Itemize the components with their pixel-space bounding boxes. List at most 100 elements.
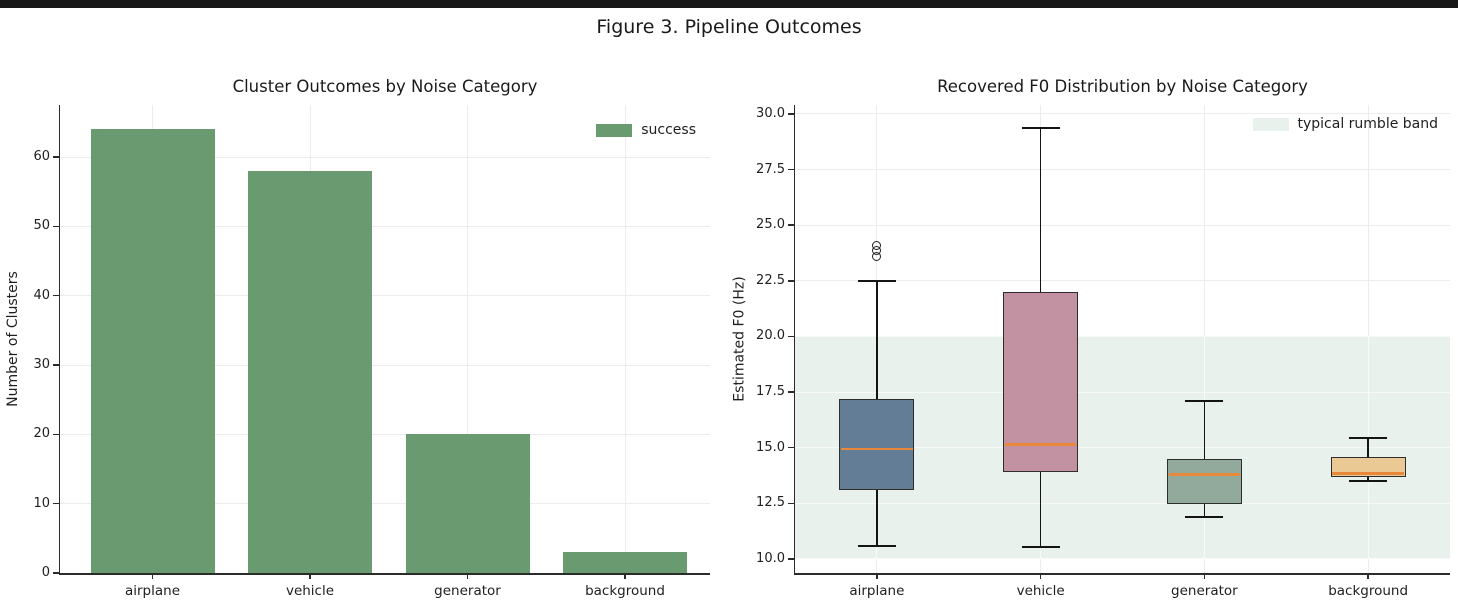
x-tick-label: airplane <box>124 583 181 599</box>
whisker-upper-airplane <box>876 280 878 399</box>
y-tick <box>53 156 59 158</box>
box-airplane <box>839 398 915 490</box>
y-gridline <box>60 364 710 366</box>
bar-chart-plot-area: success 0 10 20 30 40 50 60 airplane vehicle gene… <box>33 105 710 599</box>
y-axis-spine <box>793 105 795 575</box>
x-tick <box>1203 574 1206 579</box>
y-tick-label: 30.0 <box>756 105 785 121</box>
whisker-lower-vehicle <box>1039 472 1042 547</box>
y-gridline <box>795 169 1450 171</box>
y-gridline <box>795 280 1450 282</box>
x-tick <box>1367 574 1369 579</box>
y-tick-label: 10.0 <box>756 550 785 566</box>
box-background <box>1330 456 1406 477</box>
box-generator <box>1166 458 1242 505</box>
x-tick <box>151 574 154 579</box>
bar-generator <box>405 434 530 573</box>
y-tick <box>788 224 794 226</box>
whisker-lower-background <box>1367 476 1369 482</box>
y-gridline <box>60 503 710 505</box>
y-gridline <box>795 502 1450 504</box>
y-tick <box>788 168 794 171</box>
y-gridline <box>795 224 1450 226</box>
y-tick-label: 10 <box>33 495 50 511</box>
whisker-upper-background <box>1367 437 1369 457</box>
x-tick-label: airplane <box>849 583 905 599</box>
x-gridline <box>467 105 468 573</box>
y-axis-spine <box>58 105 60 575</box>
y-tick <box>53 502 59 505</box>
x-tick-label: background <box>1328 583 1409 599</box>
bar-background <box>563 552 687 573</box>
x-axis-spine <box>58 573 710 575</box>
legend-swatch-success <box>596 123 633 137</box>
median-line-background <box>1332 472 1404 475</box>
y-gridline <box>795 558 1450 560</box>
y-tick-label: 12.5 <box>756 495 785 511</box>
y-tick <box>788 558 794 560</box>
outlier-point-airplane <box>872 240 882 250</box>
x-tick <box>466 574 469 579</box>
whisker-lower-airplane <box>876 489 878 546</box>
x-tick-label: generator <box>434 583 501 599</box>
box-vehicle <box>1003 291 1079 473</box>
median-line-vehicle <box>1004 443 1077 446</box>
y-tick <box>53 225 59 228</box>
legend-swatch-rumble-band <box>1252 117 1289 131</box>
whisker-lower-generator <box>1203 504 1206 517</box>
y-gridline <box>60 433 710 435</box>
whisker-upper-generator <box>1203 400 1206 459</box>
y-gridline <box>795 447 1450 449</box>
median-line-airplane <box>841 447 913 451</box>
bar-chart-legend: success <box>596 122 696 138</box>
y-tick-label: 22.5 <box>756 272 785 288</box>
y-tick-label: 17.5 <box>756 384 785 400</box>
y-tick <box>53 572 59 574</box>
bar-vehicle <box>248 170 372 573</box>
whisker-cap-low-airplane <box>857 544 896 547</box>
x-gridline <box>876 558 878 573</box>
y-tick-label: 25.0 <box>756 217 785 233</box>
x-tick-label: generator <box>1171 583 1238 599</box>
x-tick-label: vehicle <box>285 583 335 599</box>
whisker-cap-low-background <box>1349 480 1388 482</box>
whisker-cap-high-background <box>1349 436 1388 439</box>
x-tick <box>1039 574 1042 579</box>
x-tick-label: vehicle <box>1016 583 1065 599</box>
y-tick <box>788 446 794 449</box>
figure-title: Figure 3. Pipeline Outcomes <box>596 16 862 38</box>
x-tick <box>309 574 311 579</box>
whisker-cap-high-vehicle <box>1021 127 1060 130</box>
y-tick-label: 15.0 <box>756 439 785 455</box>
boxplot-title: Recovered F0 Distribution by Noise Categ… <box>937 77 1308 96</box>
x-gridline <box>876 105 878 337</box>
y-tick <box>788 113 794 115</box>
y-tick <box>788 502 794 505</box>
y-tick-label: 40 <box>33 287 50 303</box>
y-tick <box>53 294 59 297</box>
legend-label-rumble-band: typical rumble band <box>1297 116 1439 132</box>
x-gridline <box>1367 558 1369 573</box>
y-tick-label: 0 <box>41 565 50 580</box>
y-gridline <box>60 225 710 227</box>
bar-chart-title: Cluster Outcomes by Noise Category <box>232 77 538 96</box>
y-tick <box>53 364 59 366</box>
x-gridline <box>1203 558 1205 573</box>
x-tick <box>876 574 878 579</box>
median-line-generator <box>1168 473 1241 476</box>
x-axis-spine <box>793 573 1450 575</box>
y-tick-label: 50 <box>33 218 50 234</box>
whisker-cap-low-generator <box>1185 515 1224 518</box>
y-tick <box>788 391 794 393</box>
bar-airplane <box>90 129 215 573</box>
whisker-cap-low-vehicle <box>1021 545 1060 548</box>
y-gridline <box>60 295 710 297</box>
legend-label-success: success <box>641 122 696 138</box>
y-tick-label: 60 <box>33 149 50 164</box>
y-tick <box>788 335 794 338</box>
whisker-cap-high-generator <box>1185 400 1224 402</box>
y-tick-label: 27.5 <box>756 161 785 177</box>
y-gridline <box>795 113 1450 115</box>
boxplot-legend: typical rumble band <box>1252 116 1439 132</box>
